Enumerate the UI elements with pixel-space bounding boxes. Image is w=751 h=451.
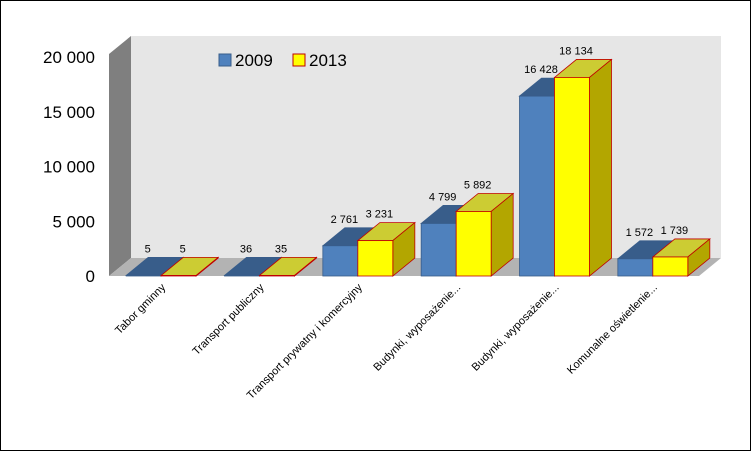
bar-2013 xyxy=(258,256,318,277)
y-tick-label: 5 000 xyxy=(52,212,95,231)
bar-2013 xyxy=(356,221,416,277)
data-label: 18 134 xyxy=(559,45,593,57)
data-label: 3 231 xyxy=(366,209,394,221)
chart-side-wall xyxy=(109,36,131,276)
legend: 2009 2013 xyxy=(218,51,347,70)
data-label: 2 761 xyxy=(331,214,359,226)
y-tick-label: 10 000 xyxy=(43,158,95,177)
category-label: Budynki, wyposażenie... xyxy=(470,282,562,374)
bar-2013 xyxy=(455,192,515,277)
data-label: 5 892 xyxy=(464,179,492,191)
y-tick-label: 15 000 xyxy=(43,103,95,122)
data-label: 1 572 xyxy=(626,227,654,239)
y-tick-label: 20 000 xyxy=(43,48,95,67)
bar-2013 xyxy=(553,58,613,277)
legend-swatch xyxy=(292,53,306,67)
y-tick-label: 0 xyxy=(86,267,95,286)
category-label: Komunalne oświetlenie... xyxy=(565,282,660,377)
bar-2013 xyxy=(160,256,220,277)
category-label: Budynki, wyposażenie... xyxy=(371,282,463,374)
data-label: 1 739 xyxy=(661,225,689,237)
legend-swatch xyxy=(218,53,232,67)
category-label: Tabor gminny xyxy=(113,281,169,337)
data-label: 16 428 xyxy=(524,64,558,76)
legend-label: 2013 xyxy=(309,51,347,70)
data-label: 5 xyxy=(145,243,151,255)
legend-label: 2009 xyxy=(235,51,273,70)
bar-2013 xyxy=(651,238,711,277)
data-label: 5 xyxy=(180,243,186,255)
category-label: Transport publiczny xyxy=(191,281,267,357)
data-label: 36 xyxy=(240,243,252,255)
category-label: Transport prywatny i komercyjny xyxy=(245,281,366,402)
data-label: 4 799 xyxy=(429,191,457,203)
data-label: 35 xyxy=(275,243,287,255)
